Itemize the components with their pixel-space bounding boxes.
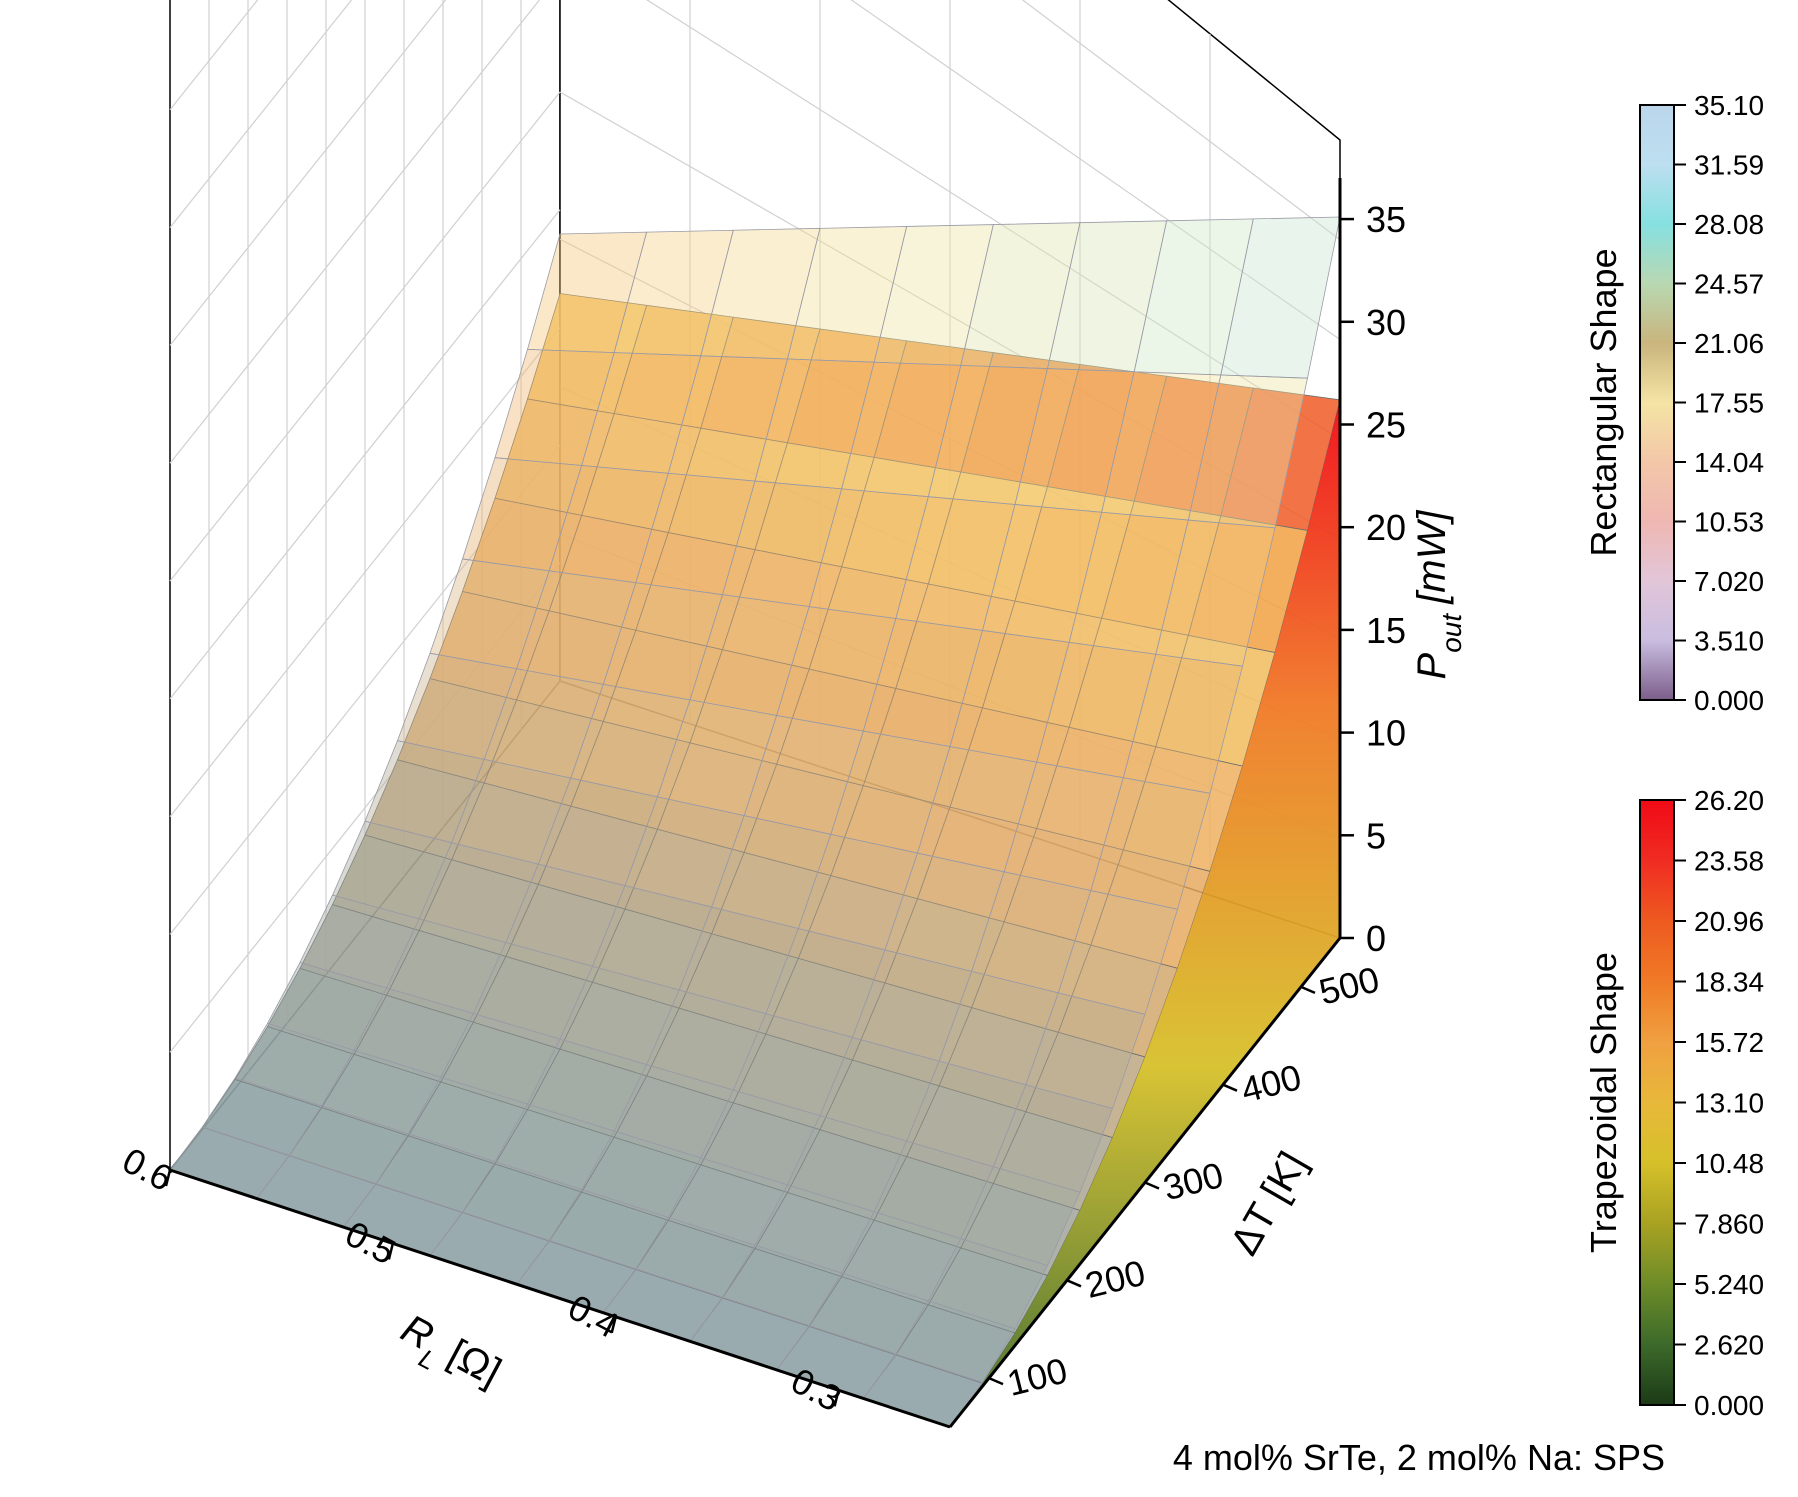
grid-line [169, 0, 447, 346]
svg-text:Pout[mW]: Pout [mW] [1410, 510, 1467, 680]
colorbar-rectangular: 35.10 31.59 28.08 24.57 21.06 17.55 14.04 10.53… [1583, 90, 1764, 716]
rectangular-surface [169, 216, 1341, 1428]
colorbar-tick-label: 21.06 [1694, 328, 1764, 359]
y-axis-title: ΔT [K] [1222, 1145, 1315, 1263]
colorbar-tick-label: 2.620 [1694, 1330, 1764, 1361]
z-tick-label: 35 [1366, 199, 1406, 240]
colorbar-tick-label: 35.10 [1694, 90, 1764, 121]
z-axis-label-unit: [mW] [1410, 510, 1454, 605]
grid-line [169, 0, 353, 228]
svg-text:RL[Ω]: RL[Ω] [389, 1306, 508, 1405]
colorbar-tick-label: 31.59 [1694, 150, 1764, 181]
x-axis-title: RL[Ω] [389, 1306, 508, 1405]
colorbar-tick-label: 7.860 [1694, 1209, 1764, 1240]
x-tick [164, 1169, 172, 1187]
colorbar-title: Trapezoidal Shape [1583, 952, 1624, 1253]
z-tick-label: 15 [1366, 610, 1406, 651]
z-axis-label-sub: out [1436, 613, 1467, 653]
colorbars: 35.10 31.59 28.08 24.57 21.06 17.55 14.04 10.53… [1583, 90, 1764, 1421]
trapezoidal-side-face [950, 399, 1340, 1427]
colorbar-title: Rectangular Shape [1583, 248, 1624, 556]
y-tick-label: 500 [1315, 958, 1383, 1012]
z-tick-label: 30 [1366, 302, 1406, 343]
y-tick [1300, 985, 1316, 995]
surfaces [169, 216, 1341, 1428]
colorbar-trapezoidal: 26.20 23.58 20.96 18.34 15.72 13.10 10.48 7.860… [1583, 785, 1764, 1421]
trapezoidal-surface [169, 293, 1341, 1428]
colorbar-tick-label: 17.55 [1694, 388, 1764, 419]
grid-line [169, 0, 259, 111]
colorbar-tick-label: 15.72 [1694, 1027, 1764, 1058]
x-tick [833, 1389, 840, 1407]
colorbar-tick-label: 3.510 [1694, 626, 1764, 657]
x-tick [610, 1316, 617, 1334]
colorbar-tick-label: 13.10 [1694, 1088, 1764, 1119]
y-axis-label: ΔT [K] [1222, 1145, 1315, 1263]
grid-line [1021, 0, 1341, 241]
colorbar-tick-label: 26.20 [1694, 785, 1764, 816]
colorbar-tick-label: 24.57 [1694, 269, 1764, 300]
x-axis-line [169, 1168, 951, 1429]
colorbar-tick-label: 5.240 [1694, 1269, 1764, 1300]
grid-line [646, 0, 1341, 440]
z-axis-label: P [1410, 652, 1454, 679]
x-tick [387, 1243, 395, 1260]
grid-line [169, 91, 561, 582]
y-tick-label: 200 [1081, 1252, 1149, 1306]
colorbar-tick-label: 0.000 [1694, 1390, 1764, 1421]
colorbar-tick-label: 7.020 [1694, 566, 1764, 597]
colorbar-tick-label: 23.58 [1694, 846, 1764, 877]
x-axis-label-unit: [Ω] [441, 1331, 508, 1394]
grid-line [850, 0, 1341, 340]
colorbar-rect [1639, 104, 1675, 701]
grid-line [169, 327, 561, 817]
z-tick-label: 20 [1366, 507, 1406, 548]
y-tick-label: 300 [1159, 1154, 1227, 1208]
grid-line [169, 0, 541, 464]
colorbar-tick-label: 28.08 [1694, 209, 1764, 240]
y-tick [1222, 1083, 1238, 1092]
z-tick-label: 0 [1366, 918, 1386, 959]
grid-line [169, 209, 561, 700]
y-tick-label: 400 [1237, 1056, 1305, 1110]
colorbar-tick-label: 10.48 [1694, 1148, 1764, 1179]
y-tick [1066, 1279, 1082, 1288]
y-tick-label: 100 [1003, 1350, 1071, 1404]
colorbar-tick-label: 10.53 [1694, 507, 1764, 538]
y-tick [988, 1376, 1004, 1386]
colorbar-tick-label: 18.34 [1694, 967, 1764, 998]
colorbar-tick-label: 0.000 [1694, 685, 1764, 716]
z-tick-label: 5 [1366, 815, 1386, 856]
colorbar-tick-label: 14.04 [1694, 447, 1764, 478]
colorbar-rect [1639, 799, 1675, 1406]
z-tick-label: 25 [1366, 404, 1406, 445]
y-tick [1144, 1181, 1160, 1190]
colorbar-tick-label: 20.96 [1694, 906, 1764, 937]
z-axis-title: Pout [mW] [1410, 510, 1467, 680]
chart-note: 4 mol% SrTe, 2 mol% Na: SPS [1173, 1437, 1665, 1478]
z-tick-label: 10 [1366, 713, 1406, 754]
